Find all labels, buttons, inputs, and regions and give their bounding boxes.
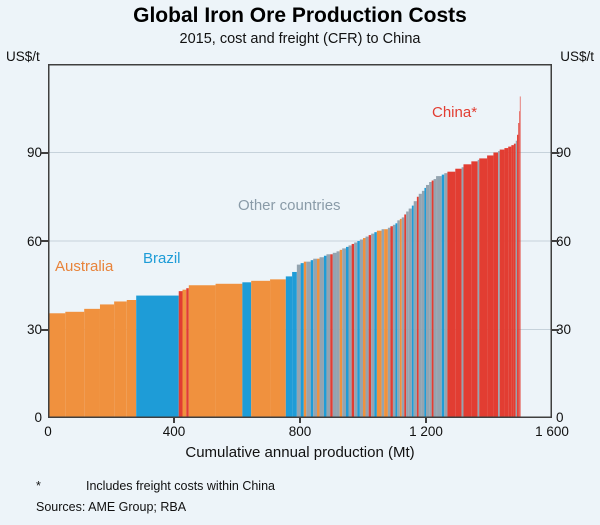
footnote-text: Includes freight costs within China [86,479,275,493]
tick-mark [41,329,48,331]
y-axis-tick-label: 60 [556,234,572,249]
y-axis-tick-label: 30 [556,322,572,337]
x-axis-tick-label: 0 [44,424,52,439]
x-axis-tick-label: 1 600 [535,424,569,439]
tick-mark [41,152,48,154]
x-axis-title: Cumulative annual production (Mt) [185,444,415,461]
annotation-brazil: Brazil [143,250,181,267]
tick-mark [552,240,559,242]
y-axis-tick-label: 0 [34,410,42,425]
y-axis-tick-label: 30 [26,322,42,337]
tick-mark [173,418,175,423]
y-axis-tick-label: 90 [26,145,42,160]
footnote-marker: * [36,479,41,493]
tick-mark [552,152,559,154]
annotation-china: China* [432,104,478,121]
cost-curve-plot [48,64,552,418]
sources-line: Sources: AME Group; RBA [36,500,187,514]
tick-mark [41,240,48,242]
tick-mark [552,329,559,331]
chart-subtitle: 2015, cost and freight (CFR) to China [179,31,421,47]
y-axis-unit-right: US$/t [560,49,594,64]
y-axis-unit-left: US$/t [6,49,40,64]
y-axis-tick-label: 0 [556,410,564,425]
annotation-australia: Australia [55,258,114,275]
tick-mark [299,418,301,423]
x-axis-tick-label: 1 200 [409,424,443,439]
tick-mark [425,418,427,423]
x-axis-tick-label: 400 [162,424,186,439]
y-axis-tick-label: 60 [26,234,42,249]
chart-title: Global Iron Ore Production Costs [133,4,467,27]
footnote: * Includes freight costs within China [36,479,275,493]
y-axis-tick-label: 90 [556,145,572,160]
x-axis-tick-label: 800 [288,424,312,439]
annotation-other-countries: Other countries [238,197,341,214]
